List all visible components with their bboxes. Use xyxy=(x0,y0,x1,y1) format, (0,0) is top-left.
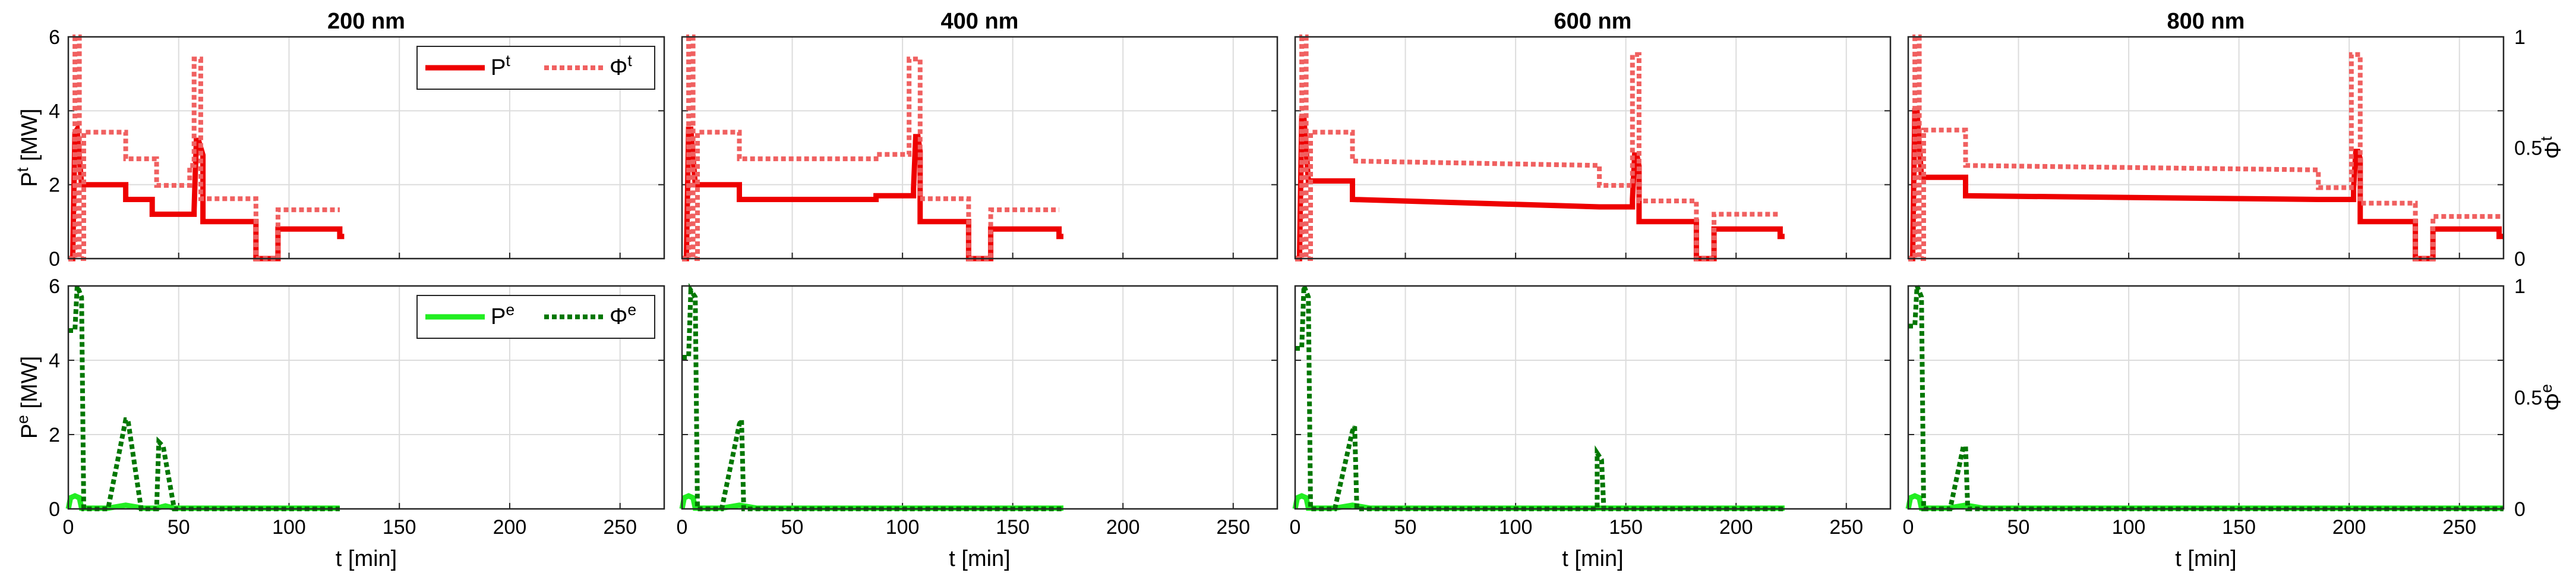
legend: Pt Φt xyxy=(416,46,655,90)
y-tick-label: 4 xyxy=(49,100,60,122)
plot-area xyxy=(682,37,1277,259)
legend-label: Pt xyxy=(491,52,510,80)
series-Pt-top xyxy=(682,126,1063,262)
bottom-axes: 0 50 100 150 200 250 t [min] xyxy=(677,282,1278,571)
axes-frame xyxy=(1907,36,2505,260)
series-t-top xyxy=(682,34,1059,261)
x-tick-label: 200 xyxy=(493,516,527,539)
x-tick-label: 50 xyxy=(168,516,190,539)
x-axis-label: t [min] xyxy=(1562,546,1623,571)
x-tick-label: 50 xyxy=(1394,516,1417,539)
x-axis-label: t [min] xyxy=(949,546,1010,571)
x-tick-label: 50 xyxy=(781,516,804,539)
y-tick-label: 6 xyxy=(49,26,60,49)
y-axis-label: Pe [MW] xyxy=(14,356,42,439)
y-tick-label: 2 xyxy=(49,424,60,446)
x-tick-label: 250 xyxy=(1829,516,1863,539)
top-axes: 0 0.5 1 Φt xyxy=(1907,26,2566,270)
y-right-tick-label: 1 xyxy=(2514,275,2526,298)
plot-area xyxy=(1908,286,2504,509)
x-tick-label: 250 xyxy=(2442,516,2476,539)
legend: Pe Φe xyxy=(416,295,655,339)
panel-title: 600 nm xyxy=(1554,9,1632,34)
x-tick-label: 150 xyxy=(996,516,1030,539)
y-right-tick-label: 0.5 xyxy=(2514,137,2542,160)
axes-frame xyxy=(1294,285,1892,510)
legend-label: Φt xyxy=(610,52,632,80)
x-tick-label: 150 xyxy=(1609,516,1643,539)
y-right-tick-label: 0 xyxy=(2514,248,2526,270)
y-right-tick-label: 1 xyxy=(2514,26,2526,49)
subplot-1: 200 nm 0 2 4 6 Pt [MW] Pt Φt 0 50 100 150 200 250 0 2 4 6… xyxy=(14,9,665,571)
x-tick-label: 0 xyxy=(1903,516,1914,539)
x-axis-label: t [min] xyxy=(2175,546,2236,571)
plot-area xyxy=(1295,37,1890,259)
series-Pe-bottom xyxy=(65,493,340,511)
plot-area xyxy=(682,286,1277,509)
subplot-2: 400 nm 0 50 100 150 200 250 t [min] xyxy=(677,9,1278,571)
series-e-bottom xyxy=(1908,285,2504,511)
legend-label: Φe xyxy=(610,301,636,329)
axes-frame xyxy=(1294,36,1892,260)
bottom-axes: 0 50 100 150 200 250 0 2 4 6 Pe [MW] t [min] Pe Φe xyxy=(14,275,665,571)
y-tick-label: 0 xyxy=(49,248,60,270)
subplot-4: 800 nm 0 0.5 1 Φt 0 50 100 150 200 250 0 0.5 1 Φe t [mi… xyxy=(1903,9,2566,571)
panel-title: 400 nm xyxy=(941,9,1019,34)
x-tick-label: 250 xyxy=(1216,516,1250,539)
series-Pt-top xyxy=(68,121,345,262)
x-tick-label: 150 xyxy=(2222,516,2256,539)
y-axis-right-label: Φe xyxy=(2537,384,2566,411)
x-tick-label: 0 xyxy=(1290,516,1301,539)
x-tick-label: 50 xyxy=(2007,516,2030,539)
subplot-3: 600 nm 0 50 100 150 200 250 t [min] xyxy=(1290,9,1892,571)
panel-title: 200 nm xyxy=(327,9,405,34)
y-tick-label: 6 xyxy=(49,275,60,298)
axes-frame xyxy=(681,285,1278,510)
bottom-axes: 0 50 100 150 200 250 0 0.5 1 Φe t [min] xyxy=(1903,275,2566,571)
y-right-tick-label: 0 xyxy=(2514,498,2526,521)
series-e-bottom xyxy=(68,285,340,511)
axes-frame xyxy=(681,36,1278,260)
x-tick-label: 250 xyxy=(603,516,637,539)
top-axes xyxy=(681,34,1278,262)
axes-frame xyxy=(1907,285,2505,510)
y-axis-right-label: Φt xyxy=(2537,136,2566,159)
x-tick-label: 0 xyxy=(63,516,74,539)
series-t-top xyxy=(1295,34,1781,261)
top-axes xyxy=(1294,34,1892,262)
x-tick-label: 100 xyxy=(886,516,920,539)
series-t-top xyxy=(68,34,340,261)
y-axis-label: Pt [MW] xyxy=(14,109,42,187)
x-tick-label: 150 xyxy=(383,516,416,539)
y-right-tick-label: 0.5 xyxy=(2514,387,2542,410)
y-tick-label: 0 xyxy=(49,498,60,521)
x-tick-label: 100 xyxy=(272,516,306,539)
panel-title: 800 nm xyxy=(2167,9,2245,34)
axes-frame xyxy=(67,36,665,260)
bottom-axes: 0 50 100 150 200 250 t [min] xyxy=(1290,285,1892,571)
x-tick-label: 200 xyxy=(1719,516,1753,539)
x-tick-label: 200 xyxy=(2332,516,2366,539)
x-tick-label: 0 xyxy=(677,516,688,539)
plot-area xyxy=(1295,286,1890,509)
y-tick-label: 4 xyxy=(49,350,60,372)
series-e-bottom xyxy=(1295,285,1785,511)
axes-frame xyxy=(67,285,665,510)
x-tick-label: 200 xyxy=(1106,516,1140,539)
x-tick-label: 100 xyxy=(1499,516,1533,539)
x-tick-label: 100 xyxy=(2112,516,2146,539)
top-axes: 0 2 4 6 Pt [MW] Pt Φt xyxy=(14,26,665,270)
x-axis-label: t [min] xyxy=(336,546,397,571)
y-tick-label: 2 xyxy=(49,174,60,197)
legend-label: Pe xyxy=(491,301,514,329)
